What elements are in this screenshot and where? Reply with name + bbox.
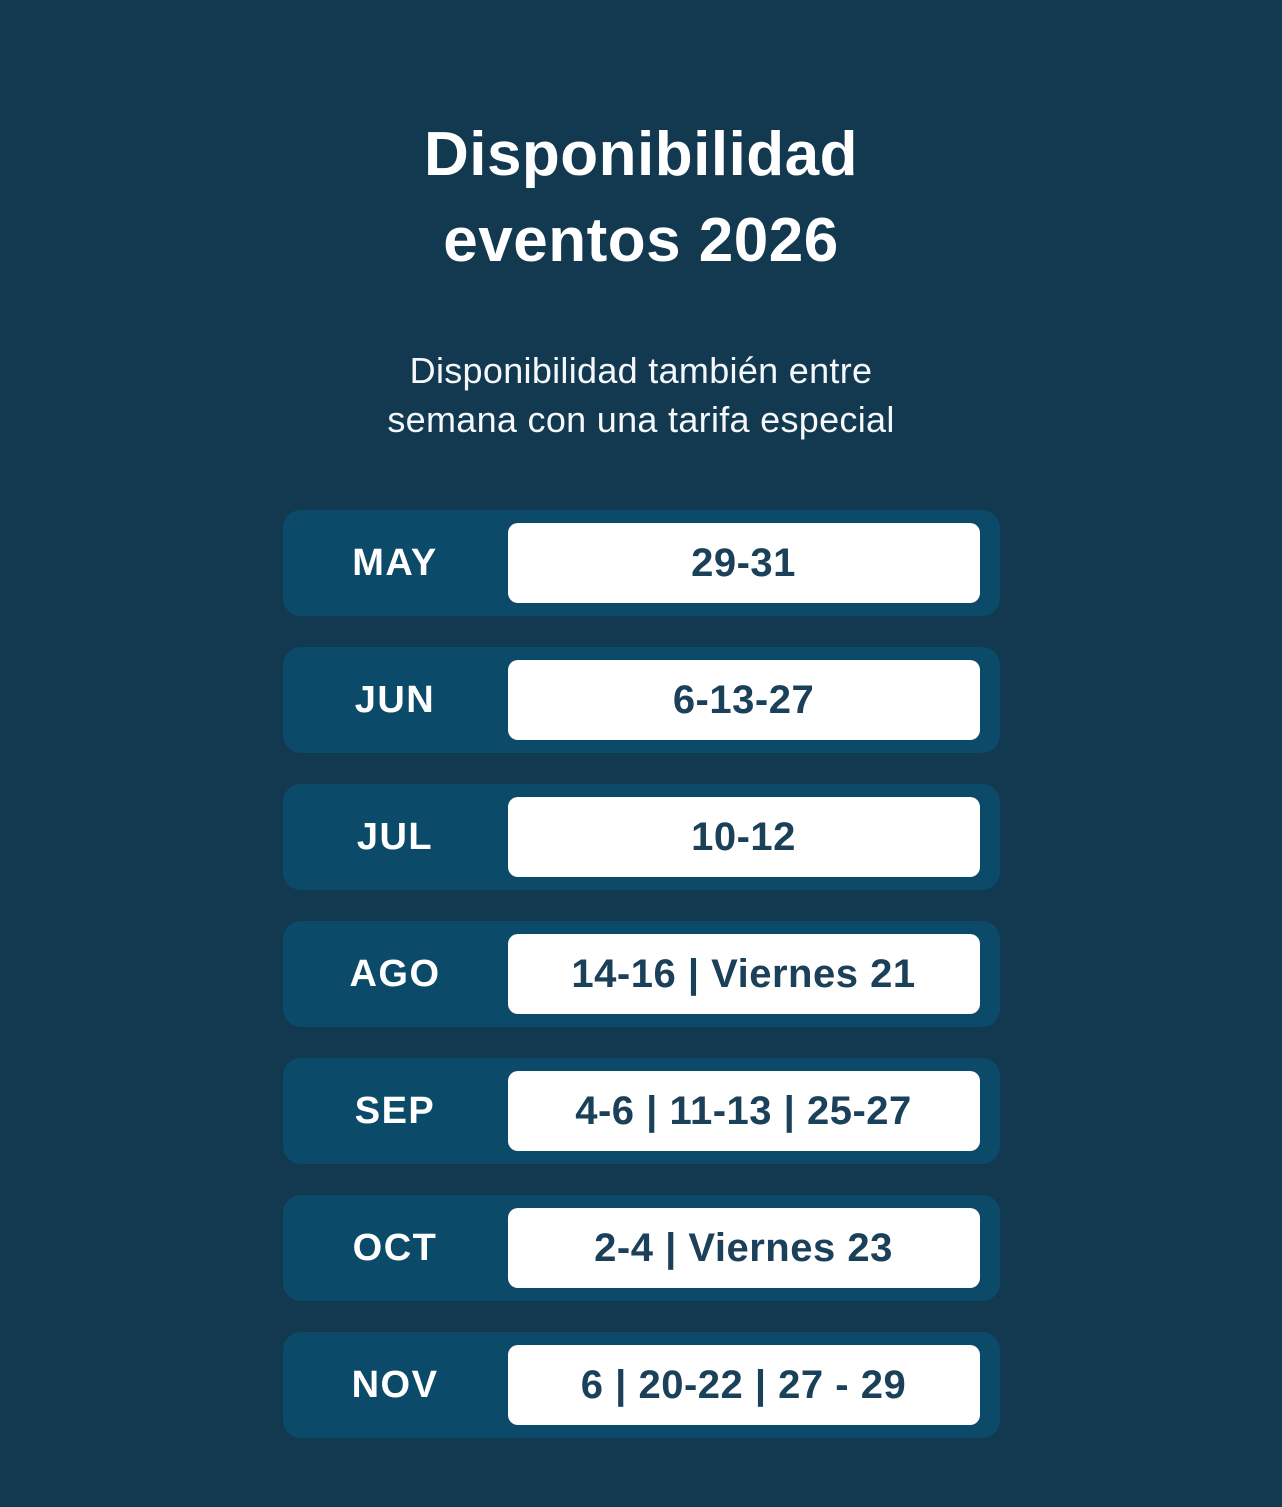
month-label: JUL (356, 815, 434, 858)
month-label: AGO (349, 952, 441, 995)
dates-box: 6 | 20-22 | 27 - 29 (507, 1345, 980, 1426)
page-title-line2: eventos 2026 (443, 205, 839, 275)
availability-list: MAY 29-31 JUN 6-13-27 JUL 10-12 AGO 14-1… (282, 510, 1000, 1439)
page-title-line1: Disponibilidad (423, 120, 859, 189)
page-subtitle: Disponibilidad también entre semana con u… (387, 347, 894, 444)
month-label: SEP (354, 1089, 436, 1132)
month-label: MAY (352, 541, 438, 584)
month-row-may: MAY 29-31 (282, 510, 1000, 617)
month-row-jul: JUL 10-12 (282, 784, 1000, 891)
page-title: Disponibilidad eventos 2026 (424, 112, 858, 283)
dates-box: 10-12 (507, 797, 980, 878)
page-subtitle-line2: semana con una tarifa especial (387, 398, 895, 440)
page-subtitle-line1: Disponibilidad también entre (409, 350, 873, 392)
month-row-sep: SEP 4-6 | 11-13 | 25-27 (282, 1058, 1000, 1165)
dates-box: 14-16 | Viernes 21 (507, 934, 980, 1015)
month-row-oct: OCT 2-4 | Viernes 23 (282, 1195, 1000, 1302)
month-row-ago: AGO 14-16 | Viernes 21 (282, 921, 1000, 1028)
month-label: OCT (352, 1226, 438, 1269)
dates-box: 4-6 | 11-13 | 25-27 (507, 1071, 980, 1152)
dates-box: 2-4 | Viernes 23 (507, 1208, 980, 1289)
dates-box: 6-13-27 (507, 660, 980, 741)
month-label: NOV (351, 1363, 439, 1406)
month-row-jun: JUN 6-13-27 (282, 647, 1000, 754)
month-label: JUN (354, 678, 436, 721)
month-row-nov: NOV 6 | 20-22 | 27 - 29 (282, 1332, 1000, 1439)
dates-box: 29-31 (507, 523, 980, 604)
